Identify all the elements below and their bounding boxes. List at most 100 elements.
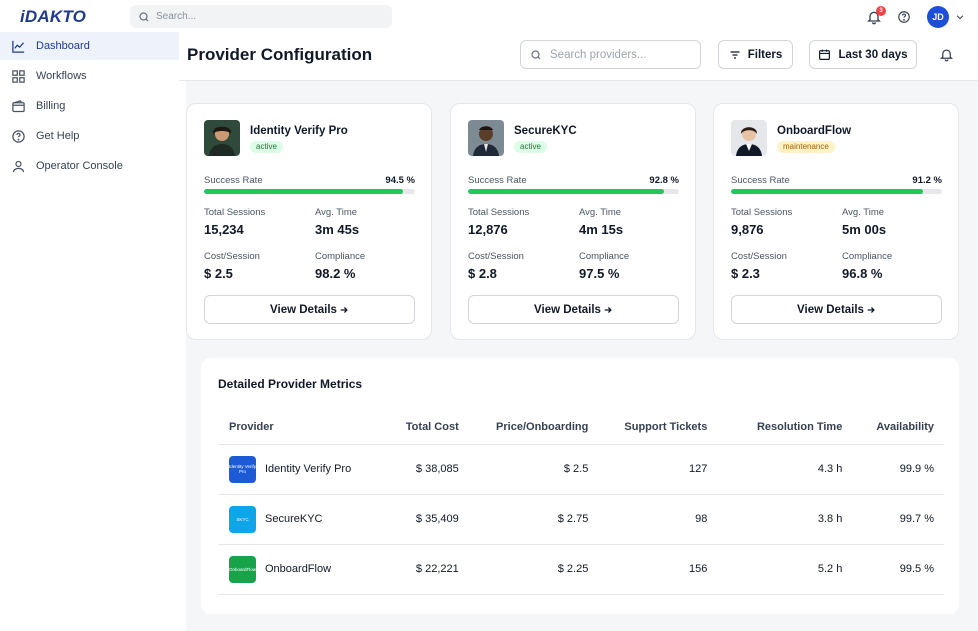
compliance-value: 96.8 %: [842, 266, 883, 281]
column-header[interactable]: Resolution Time: [717, 410, 853, 445]
grid-icon: [12, 69, 25, 83]
provider-name: SecureKYC: [265, 513, 323, 525]
sessions-value: 12,876: [468, 222, 508, 237]
help-icon[interactable]: [897, 10, 911, 24]
chevron-down-icon[interactable]: [955, 12, 965, 22]
column-header[interactable]: Availability: [852, 410, 944, 445]
provider-photo: [204, 120, 240, 156]
sidebar-item-label: Get Help: [36, 130, 80, 142]
chart-line-icon: [12, 40, 25, 53]
provider-cell: OnboardFlow OnboardFlow: [218, 544, 388, 595]
sessions-label: Total Sessions: [204, 207, 266, 218]
resolution-cell: 4.3 h: [717, 444, 853, 495]
provider-search-input[interactable]: [550, 48, 700, 61]
compliance-label: Compliance: [579, 251, 630, 262]
status-badge: active: [250, 141, 283, 153]
table-row[interactable]: SKYC SecureKYC $ 35,409 $ 2.75 98 3.8 h …: [218, 494, 944, 545]
total-cost-cell: $ 38,085: [387, 444, 469, 495]
sessions-label: Total Sessions: [468, 207, 530, 218]
provider-name: Identity Verify Pro: [250, 125, 348, 137]
view-details-label: View Details: [270, 303, 337, 316]
resolution-cell: 3.8 h: [717, 494, 853, 545]
column-header[interactable]: Provider: [218, 410, 388, 445]
arrow-right-icon: [604, 306, 612, 313]
total-cost-cell: $ 22,221: [387, 544, 469, 595]
filters-label: Filters: [747, 48, 783, 61]
view-details-button[interactable]: View Details: [204, 295, 415, 324]
page-header: Provider Configuration Filters Last 30 d…: [179, 32, 978, 81]
bell-icon[interactable]: [939, 47, 954, 62]
sidebar: Dashboard Workflows Billing Get Help Ope…: [0, 32, 179, 631]
user-avatar[interactable]: JD: [927, 6, 949, 28]
sessions-value: 9,876: [731, 222, 764, 237]
tickets-cell: 156: [598, 544, 718, 595]
compliance-label: Compliance: [315, 251, 366, 262]
column-header[interactable]: Total Cost: [387, 410, 469, 445]
success-rate-fill: [731, 189, 924, 194]
column-header[interactable]: Support Tickets: [598, 410, 718, 445]
cost-label: Cost/Session: [731, 251, 787, 262]
wallet-icon: [12, 99, 25, 112]
sidebar-item-billing[interactable]: Billing: [0, 92, 179, 120]
cost-label: Cost/Session: [468, 251, 524, 262]
arrow-right-icon: [340, 306, 348, 313]
success-rate-value: 91.2 %: [912, 175, 942, 186]
cost-label: Cost/Session: [204, 251, 260, 262]
success-rate-bar: [468, 189, 679, 194]
column-header[interactable]: Price/Onboarding: [468, 410, 599, 445]
app-logo[interactable]: iDAKTO: [20, 7, 87, 26]
provider-photo: [468, 120, 504, 156]
cost-value: $ 2.8: [468, 266, 497, 281]
availability-cell: 99.5 %: [852, 544, 944, 595]
provider-card: Identity Verify Pro active Success Rate …: [186, 103, 432, 340]
avg-time-label: Avg. Time: [315, 207, 358, 218]
sidebar-item-workflows[interactable]: Workflows: [0, 62, 179, 90]
tickets-cell: 127: [598, 444, 718, 495]
provider-name: SecureKYC: [514, 125, 577, 137]
notification-badge: 3: [876, 6, 886, 16]
provider-search[interactable]: [520, 40, 701, 69]
compliance-label: Compliance: [842, 251, 893, 262]
cost-value: $ 2.3: [731, 266, 760, 281]
date-range-label: Last 30 days: [838, 48, 908, 61]
sidebar-item-label: Workflows: [36, 70, 87, 82]
view-details-button[interactable]: View Details: [731, 295, 942, 324]
filter-icon: [730, 50, 740, 59]
price-cell: $ 2.75: [468, 494, 599, 545]
tickets-cell: 98: [598, 494, 718, 545]
sessions-value: 15,234: [204, 222, 244, 237]
success-rate-fill: [204, 189, 404, 194]
avg-time-value: 5m 00s: [842, 222, 887, 237]
price-cell: $ 2.25: [468, 544, 599, 595]
global-search[interactable]: [130, 5, 392, 28]
provider-logo: OnboardFlow: [229, 555, 256, 583]
view-details-label: View Details: [797, 303, 864, 316]
notifications-button[interactable]: 3: [866, 6, 886, 25]
provider-name: Identity Verify Pro: [265, 463, 352, 475]
compliance-value: 98.2 %: [315, 266, 356, 281]
success-rate-bar: [204, 189, 415, 194]
table-row[interactable]: Identity Verify Pro Identity Verify Pro …: [218, 444, 944, 495]
price-cell: $ 2.5: [468, 444, 599, 495]
metrics-table: Provider Total Cost Price/Onboarding Sup…: [218, 410, 944, 595]
provider-card: OnboardFlow maintenance Success Rate 91.…: [713, 103, 959, 340]
global-search-input[interactable]: [156, 11, 376, 22]
table-row[interactable]: OnboardFlow OnboardFlow $ 22,221 $ 2.25 …: [218, 544, 944, 595]
provider-photo: [731, 120, 767, 156]
provider-name: OnboardFlow: [777, 125, 852, 137]
success-rate-fill: [468, 189, 664, 194]
filters-button[interactable]: Filters: [718, 40, 793, 69]
cost-value: $ 2.5: [204, 266, 233, 281]
view-details-button[interactable]: View Details: [468, 295, 679, 324]
success-rate-label: Success Rate: [204, 175, 263, 186]
sidebar-item-operator-console[interactable]: Operator Console: [0, 152, 179, 180]
sidebar-item-label: Dashboard: [36, 40, 90, 52]
sidebar-item-get-help[interactable]: Get Help: [0, 122, 179, 150]
status-badge: maintenance: [777, 141, 835, 153]
availability-cell: 99.9 %: [852, 444, 944, 495]
sidebar-item-label: Operator Console: [36, 160, 123, 172]
sidebar-item-dashboard[interactable]: Dashboard: [0, 32, 179, 60]
date-range-button[interactable]: Last 30 days: [809, 40, 917, 69]
page-title: Provider Configuration: [187, 45, 373, 64]
sessions-label: Total Sessions: [731, 207, 793, 218]
